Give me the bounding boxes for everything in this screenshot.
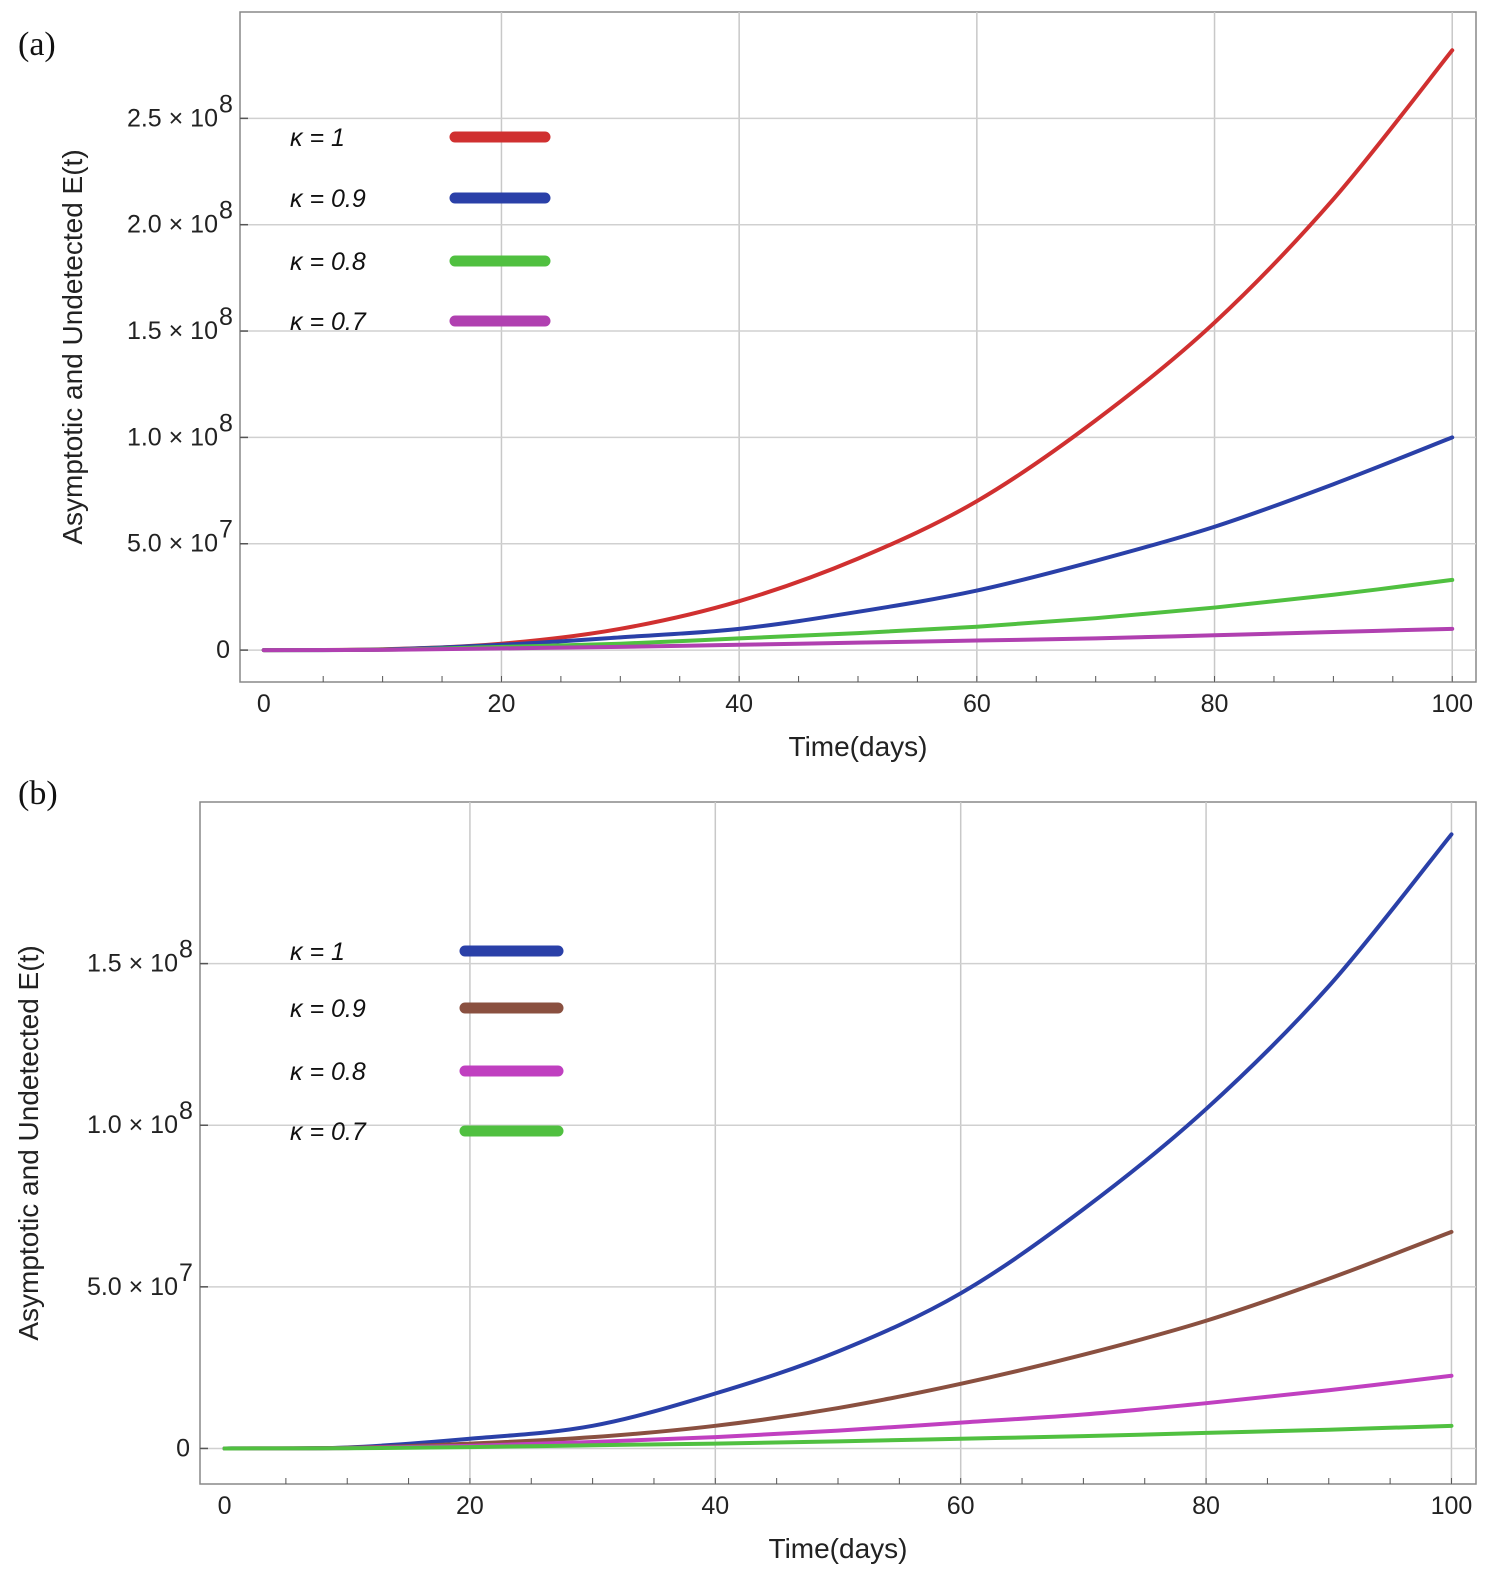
x-tick-label: 100: [1431, 690, 1473, 718]
legend-label-3: κ = 0.8: [290, 248, 366, 276]
y-tick-exponent: 8: [179, 1097, 193, 1125]
y-tick-exponent: 8: [219, 409, 233, 437]
y-tick-label: 1.0 × 10: [127, 423, 218, 451]
y-tick-exponent: 7: [179, 1259, 193, 1287]
y-tick-exponent: 8: [219, 90, 233, 118]
y-tick-label: 2.5 × 10: [127, 104, 218, 132]
y-tick-exponent: 8: [219, 303, 233, 331]
legend-label-4: κ = 0.7: [290, 308, 367, 336]
panel-b-label: (b): [18, 775, 58, 812]
x-tick-label: 40: [701, 1492, 729, 1520]
x-axis-title: Time(days): [789, 731, 928, 762]
x-tick-label: 0: [218, 1492, 232, 1520]
legend-label-4: κ = 0.7: [290, 1118, 367, 1146]
x-tick-label: 80: [1192, 1492, 1220, 1520]
y-tick-label: 0: [176, 1434, 190, 1462]
legend-label-3: κ = 0.8: [290, 1058, 366, 1086]
x-tick-label: 60: [947, 1492, 975, 1520]
x-axis-title: Time(days): [769, 1533, 908, 1564]
panel-a-label: (a): [18, 26, 56, 63]
legend-label-1: κ = 1: [290, 124, 345, 152]
series-line-1: [222, 832, 1454, 1451]
series-line-4: [222, 1423, 1454, 1451]
x-tick-label: 80: [1201, 690, 1229, 718]
x-tick-label: 0: [257, 690, 271, 718]
x-tick-label: 60: [963, 690, 991, 718]
y-tick-label: 1.0 × 10: [87, 1111, 178, 1139]
y-tick-label: 1.5 × 10: [87, 950, 178, 978]
plot-frame: [239, 11, 1477, 683]
legend-label-1: κ = 1: [290, 938, 345, 966]
legend-label-2: κ = 0.9: [290, 185, 366, 213]
y-tick-label: 0: [216, 636, 230, 664]
y-tick-exponent: 8: [179, 936, 193, 964]
plot-frame: [199, 801, 1477, 1485]
y-tick-exponent: 8: [219, 197, 233, 225]
y-tick-label: 1.5 × 10: [127, 317, 218, 345]
x-tick-label: 20: [456, 1492, 484, 1520]
y-tick-label: 5.0 × 10: [87, 1273, 178, 1301]
y-tick-exponent: 7: [219, 516, 233, 544]
x-tick-label: 40: [725, 690, 753, 718]
y-axis-title: Asymptotic and Undetected E(t): [57, 149, 88, 544]
x-tick-label: 100: [1431, 1492, 1473, 1520]
x-tick-label: 20: [488, 690, 516, 718]
series-line-4: [261, 626, 1455, 653]
y-tick-label: 2.0 × 10: [127, 211, 218, 239]
y-tick-label: 5.0 × 10: [127, 530, 218, 558]
y-axis-title: Asymptotic and Undetected E(t): [13, 945, 44, 1340]
legend-label-2: κ = 0.9: [290, 995, 366, 1023]
